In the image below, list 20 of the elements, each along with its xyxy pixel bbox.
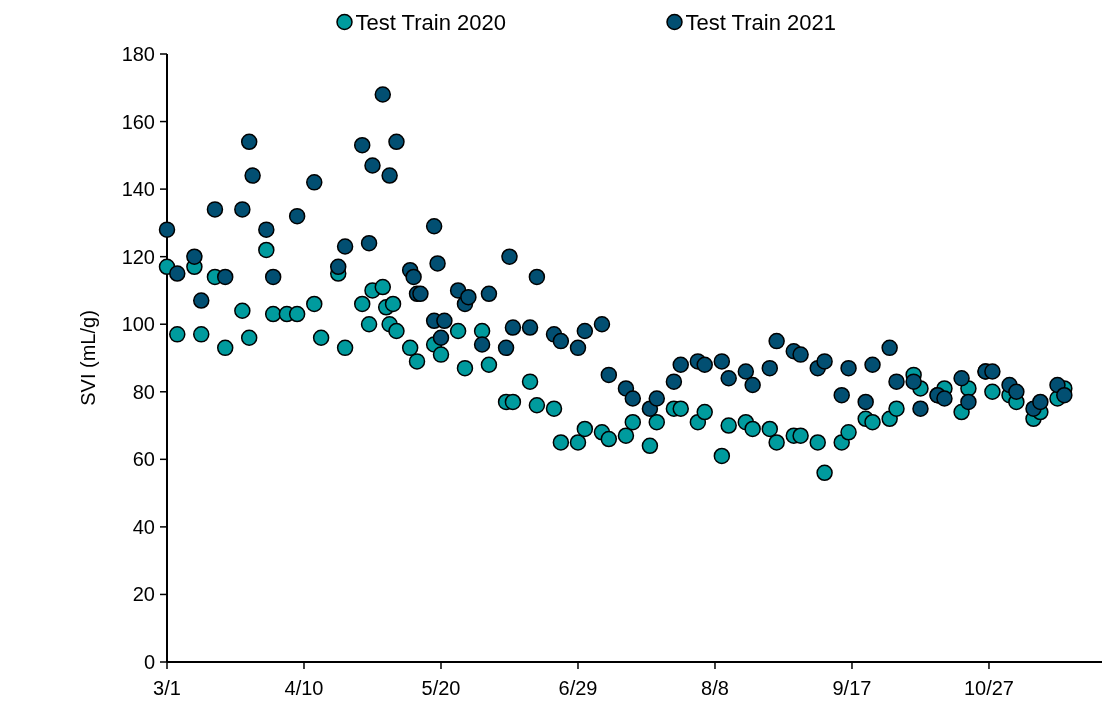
x-tick-label: 9/17 bbox=[832, 677, 872, 699]
y-axis-title: SVI (mL/g) bbox=[77, 310, 99, 406]
y-tick-label: 100 bbox=[121, 313, 155, 336]
y-tick-label: 140 bbox=[121, 178, 155, 201]
x-tick-label: 4/10 bbox=[284, 677, 324, 699]
x-tick-label: 8/8 bbox=[701, 677, 729, 699]
x-tick-label: 10/27 bbox=[963, 677, 1015, 699]
y-tick-label: 0 bbox=[143, 651, 155, 673]
legend-label: Test Train 2021 bbox=[685, 9, 836, 35]
y-tick-label: 180 bbox=[121, 43, 155, 65]
y-tick-label: 40 bbox=[132, 515, 155, 538]
x-tick-label: 6/29 bbox=[558, 677, 598, 699]
y-tick-label: 120 bbox=[121, 245, 155, 268]
legend-label: Test Train 2020 bbox=[355, 9, 506, 35]
y-tick-label: 60 bbox=[132, 448, 155, 471]
y-tick-label: 20 bbox=[132, 583, 155, 606]
x-tick-label: 3/1 bbox=[153, 677, 181, 699]
y-tick-label: 80 bbox=[132, 380, 155, 403]
y-tick-label: 160 bbox=[121, 110, 155, 133]
x-tick-label: 5/20 bbox=[421, 677, 461, 699]
